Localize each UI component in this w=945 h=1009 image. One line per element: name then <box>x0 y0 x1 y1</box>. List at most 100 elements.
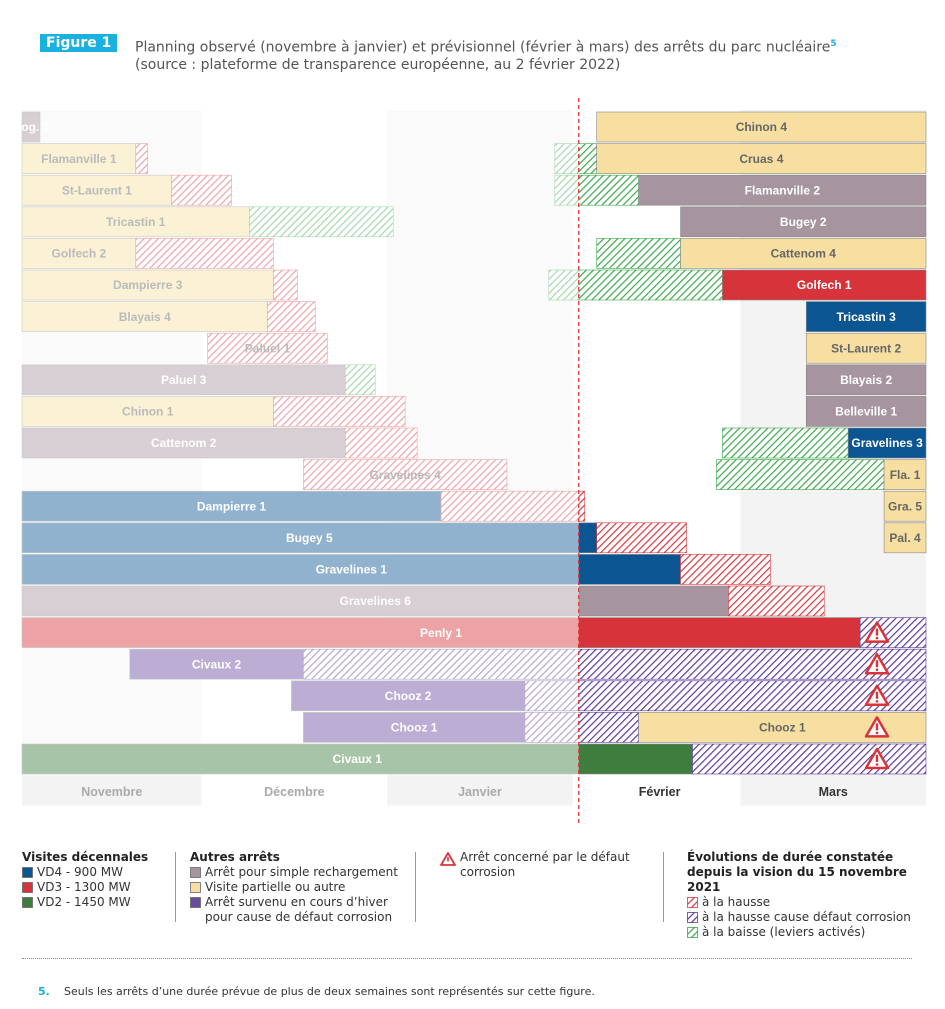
bar-segment <box>847 427 927 459</box>
legend-label: VD3 - 1300 MW <box>37 880 131 894</box>
legend-icon <box>447 857 449 862</box>
warning-mark <box>875 668 879 671</box>
divider <box>175 852 176 922</box>
bar-segment <box>722 427 849 459</box>
legend-swatch <box>22 897 33 908</box>
legend-group: Arrêt concerné par le défaut corrosion <box>440 850 645 880</box>
title-text: Planning observé (novembre à janvier) et… <box>135 39 831 56</box>
legend-swatch <box>687 912 698 923</box>
bar-segment <box>728 585 825 617</box>
divider <box>415 852 416 922</box>
corrosion-icon <box>864 652 890 675</box>
bar-label: Blayais 2 <box>840 373 892 387</box>
warning-mark <box>875 636 879 640</box>
bar-segment <box>596 238 681 269</box>
bar-segment <box>805 301 927 332</box>
legend-label: Arrêt concerné par le défaut corrosion <box>460 850 630 879</box>
legend-swatch <box>687 897 698 908</box>
warning-mark <box>875 628 879 636</box>
bar-label: Chooz 1 <box>759 721 806 735</box>
month-label: Novembre <box>81 785 142 799</box>
bar-segment <box>805 364 927 396</box>
bar-segment <box>883 459 927 490</box>
month-label: Février <box>639 785 681 799</box>
bar-segment <box>692 743 927 775</box>
bar-label: Flamanville 2 <box>745 183 821 197</box>
bar-label: Chinon 4 <box>736 120 788 134</box>
bar-segment <box>596 111 927 143</box>
legend-item: à la baisse (leviers activés) <box>687 925 932 940</box>
warning-mark <box>875 763 879 766</box>
bar-label: Bugey 2 <box>780 215 827 229</box>
legend-label: à la hausse cause défaut corrosion <box>702 910 911 924</box>
bar-segment <box>638 174 927 206</box>
corrosion-icon <box>864 747 890 770</box>
bar-segment <box>722 269 927 301</box>
legend-swatch <box>22 882 33 893</box>
legend-swatch <box>687 927 698 938</box>
legend-item: Arrêt concerné par le défaut corrosion <box>440 850 645 880</box>
divider <box>663 852 664 922</box>
legend-swatch <box>22 897 33 908</box>
figure-label: Figure 1 <box>40 34 118 52</box>
warning-mark <box>875 731 879 735</box>
separator <box>22 958 912 959</box>
month-band <box>201 777 388 806</box>
legend-item: VD4 - 900 MW <box>22 865 172 880</box>
bar-label: St-Laurent 2 <box>831 341 901 355</box>
legend-label: à la baisse (leviers activés) <box>702 925 866 939</box>
legend-swatch <box>190 897 201 908</box>
bar-segment <box>596 522 687 554</box>
bar-segment <box>805 332 927 364</box>
legend-swatch <box>190 882 201 893</box>
bar-label: Tricastin 3 <box>836 310 896 324</box>
corrosion-icon <box>864 684 890 707</box>
legend-label: VD4 - 900 MW <box>37 865 123 879</box>
bar-segment <box>805 396 927 427</box>
legend-item: Arrêt pour simple rechargement <box>190 865 405 880</box>
bar-label: Gravelines 3 <box>851 436 923 450</box>
month-band <box>578 777 741 806</box>
month-label: Mars <box>819 785 848 799</box>
bar-label: Cruas 4 <box>739 152 783 166</box>
legend-label: Arrêt survenu en cours d’hiver pour caus… <box>205 895 393 924</box>
bar-label: Fla. 1 <box>890 468 921 482</box>
legend-label: Visite partielle ou autre <box>205 880 346 894</box>
legend-group: Visites décennales VD4 - 900 MW VD3 - 1300… <box>22 850 172 910</box>
legend-label: à la hausse <box>702 895 771 909</box>
title-text: (source : plateforme de transparence eur… <box>135 56 621 73</box>
bar-segment <box>596 143 927 174</box>
bar-segment <box>680 238 927 269</box>
past-overlay <box>21 110 579 776</box>
legend-item: VD3 - 1300 MW <box>22 880 172 895</box>
legend-swatch <box>22 867 33 878</box>
legend-item: Visite partielle ou autre <box>190 880 405 895</box>
legend-item: VD2 - 1450 MW <box>22 895 172 910</box>
footnote-number: 5. <box>38 985 50 998</box>
legend-label: VD2 - 1450 MW <box>37 895 131 909</box>
legend-item: à la hausse <box>687 895 932 910</box>
legend-title: Évolutions de durée constatée depuis la … <box>687 850 907 894</box>
warning-mark <box>875 700 879 703</box>
legend-swatch <box>687 897 698 908</box>
legend-swatch <box>190 882 201 893</box>
legend-swatch <box>22 867 33 878</box>
bar-segment <box>883 490 927 522</box>
legend-swatch <box>440 852 456 866</box>
legend-title: Autres arrêts <box>190 850 280 864</box>
bar-label: Pal. 4 <box>889 531 921 545</box>
warning-mark <box>875 723 879 731</box>
month-label: Décembre <box>264 785 324 799</box>
bar-segment <box>680 554 771 585</box>
legend-title: Visites décennales <box>22 850 149 864</box>
month-label: Janvier <box>458 785 502 799</box>
title: Planning observé (novembre à janvier) et… <box>135 36 855 74</box>
legend-item: à la hausse cause défaut corrosion <box>687 910 932 925</box>
legend-swatch <box>687 912 698 923</box>
bar-segment <box>716 459 885 490</box>
legend-swatch <box>190 897 201 908</box>
legend-swatch <box>687 927 698 938</box>
legend-label: Arrêt pour simple rechargement <box>205 865 398 879</box>
bar-segment <box>680 206 927 238</box>
